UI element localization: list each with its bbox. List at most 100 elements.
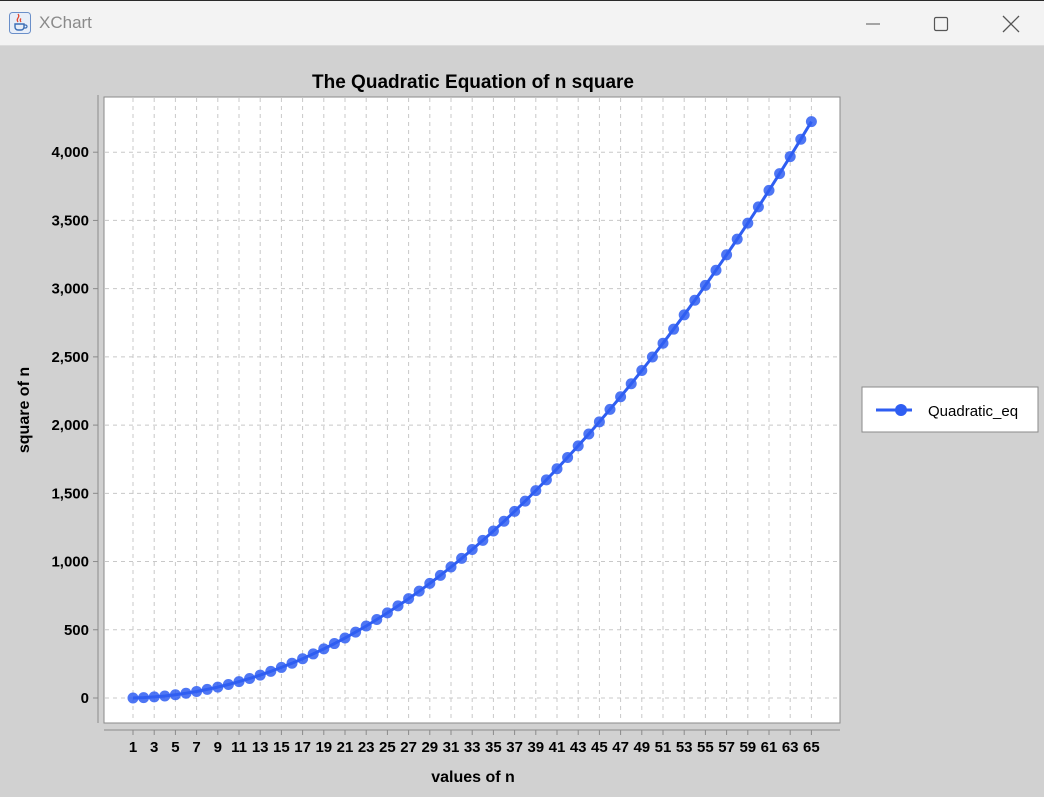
data-point [127,692,139,704]
data-point [731,233,743,245]
data-point [350,626,362,638]
legend-entry-quadratic-eq: Quadratic_eq [928,403,1018,420]
data-point [678,309,690,321]
data-point [445,561,457,573]
data-point [169,689,181,701]
data-point [233,676,245,688]
data-point [519,495,531,507]
x-tick-label: 53 [676,739,693,756]
minimize-icon [866,23,880,24]
x-tick-label: 17 [294,739,311,756]
data-point [339,632,351,644]
x-tick-label: 7 [192,739,200,756]
x-tick-label: 63 [782,739,799,756]
x-axis-label: values of n [431,769,515,786]
data-point [413,585,425,597]
y-tick-label: 3,000 [51,281,89,298]
data-point [286,657,298,669]
x-tick-label: 13 [252,739,269,756]
data-point [201,683,213,695]
y-tick-label: 0 [81,690,89,707]
data-point [636,365,648,377]
x-tick-label: 51 [655,739,672,756]
y-tick-label: 1,000 [51,554,89,571]
data-point [392,600,404,612]
data-point [275,661,287,673]
data-point [498,515,510,527]
data-point [540,474,552,486]
data-point [530,485,542,497]
x-tick-label: 21 [337,739,354,756]
data-point [742,217,754,229]
legend: Quadratic_eq [861,386,1039,433]
x-tick-label: 57 [718,739,735,756]
maximize-button[interactable] [906,1,976,46]
close-button[interactable] [976,1,1044,46]
x-tick-label: 33 [464,739,481,756]
data-point [795,133,807,145]
data-point [244,672,256,684]
data-point [646,351,658,363]
data-point [212,681,224,693]
data-point [466,544,478,556]
close-icon [1002,15,1020,32]
y-tick-label: 2,000 [51,417,89,434]
legend-dot-marker [895,404,907,416]
data-point [222,678,234,690]
x-tick-label: 49 [633,739,650,756]
data-point [148,691,160,703]
data-point [487,525,499,537]
data-point [615,391,627,403]
x-tick-label: 29 [421,739,438,756]
data-point [805,116,817,128]
data-point [360,620,372,632]
x-tick-label: 11 [231,739,247,756]
maximize-icon [933,16,949,31]
data-point [763,184,775,196]
x-tick-label: 31 [443,739,460,756]
data-point [371,614,383,626]
data-point [307,648,319,660]
x-tick-label: 65 [803,739,820,756]
data-point [710,264,722,276]
y-tick-label: 4,000 [51,144,89,161]
data-point [774,168,786,180]
chart-panel: The Quadratic Equation of n square 0 500 1… [0,46,1044,797]
x-tick-label: 37 [506,739,523,756]
data-point [625,378,637,390]
data-point [593,416,605,428]
y-tick-label: 3,500 [51,212,89,229]
data-point [689,294,701,306]
x-tick-label: 25 [379,739,396,756]
data-point [721,249,733,261]
data-point [583,428,595,440]
data-point [434,569,446,581]
x-tick-label: 35 [485,739,502,756]
y-axis-ticks: 0 500 1,000 1,500 2,000 2,500 3,000 3,500 4,000 [51,144,98,707]
data-point [784,151,796,163]
x-tick-label: 47 [612,739,629,756]
data-point [265,665,277,677]
y-axis-label: square of n [16,367,33,453]
x-tick-label: 27 [400,739,417,756]
x-tick-label: 1 [129,739,137,756]
y-tick-label: 1,500 [51,485,89,502]
minimize-button[interactable] [838,1,908,46]
java-cup-icon [9,12,31,34]
window-title: XChart [39,13,92,32]
x-tick-label: 59 [739,739,756,756]
x-tick-label: 41 [549,739,566,756]
x-tick-label: 55 [697,739,714,756]
data-point [456,552,468,564]
x-tick-label: 43 [570,739,587,756]
title-bar[interactable]: XChart [0,1,1044,46]
x-tick-label: 15 [273,739,290,756]
data-point [562,451,574,463]
y-tick-label: 500 [64,622,89,639]
data-point [668,323,680,335]
x-tick-label: 39 [527,739,544,756]
x-tick-label: 5 [171,739,179,756]
data-point [551,463,563,475]
y-tick-label: 2,500 [51,349,89,366]
